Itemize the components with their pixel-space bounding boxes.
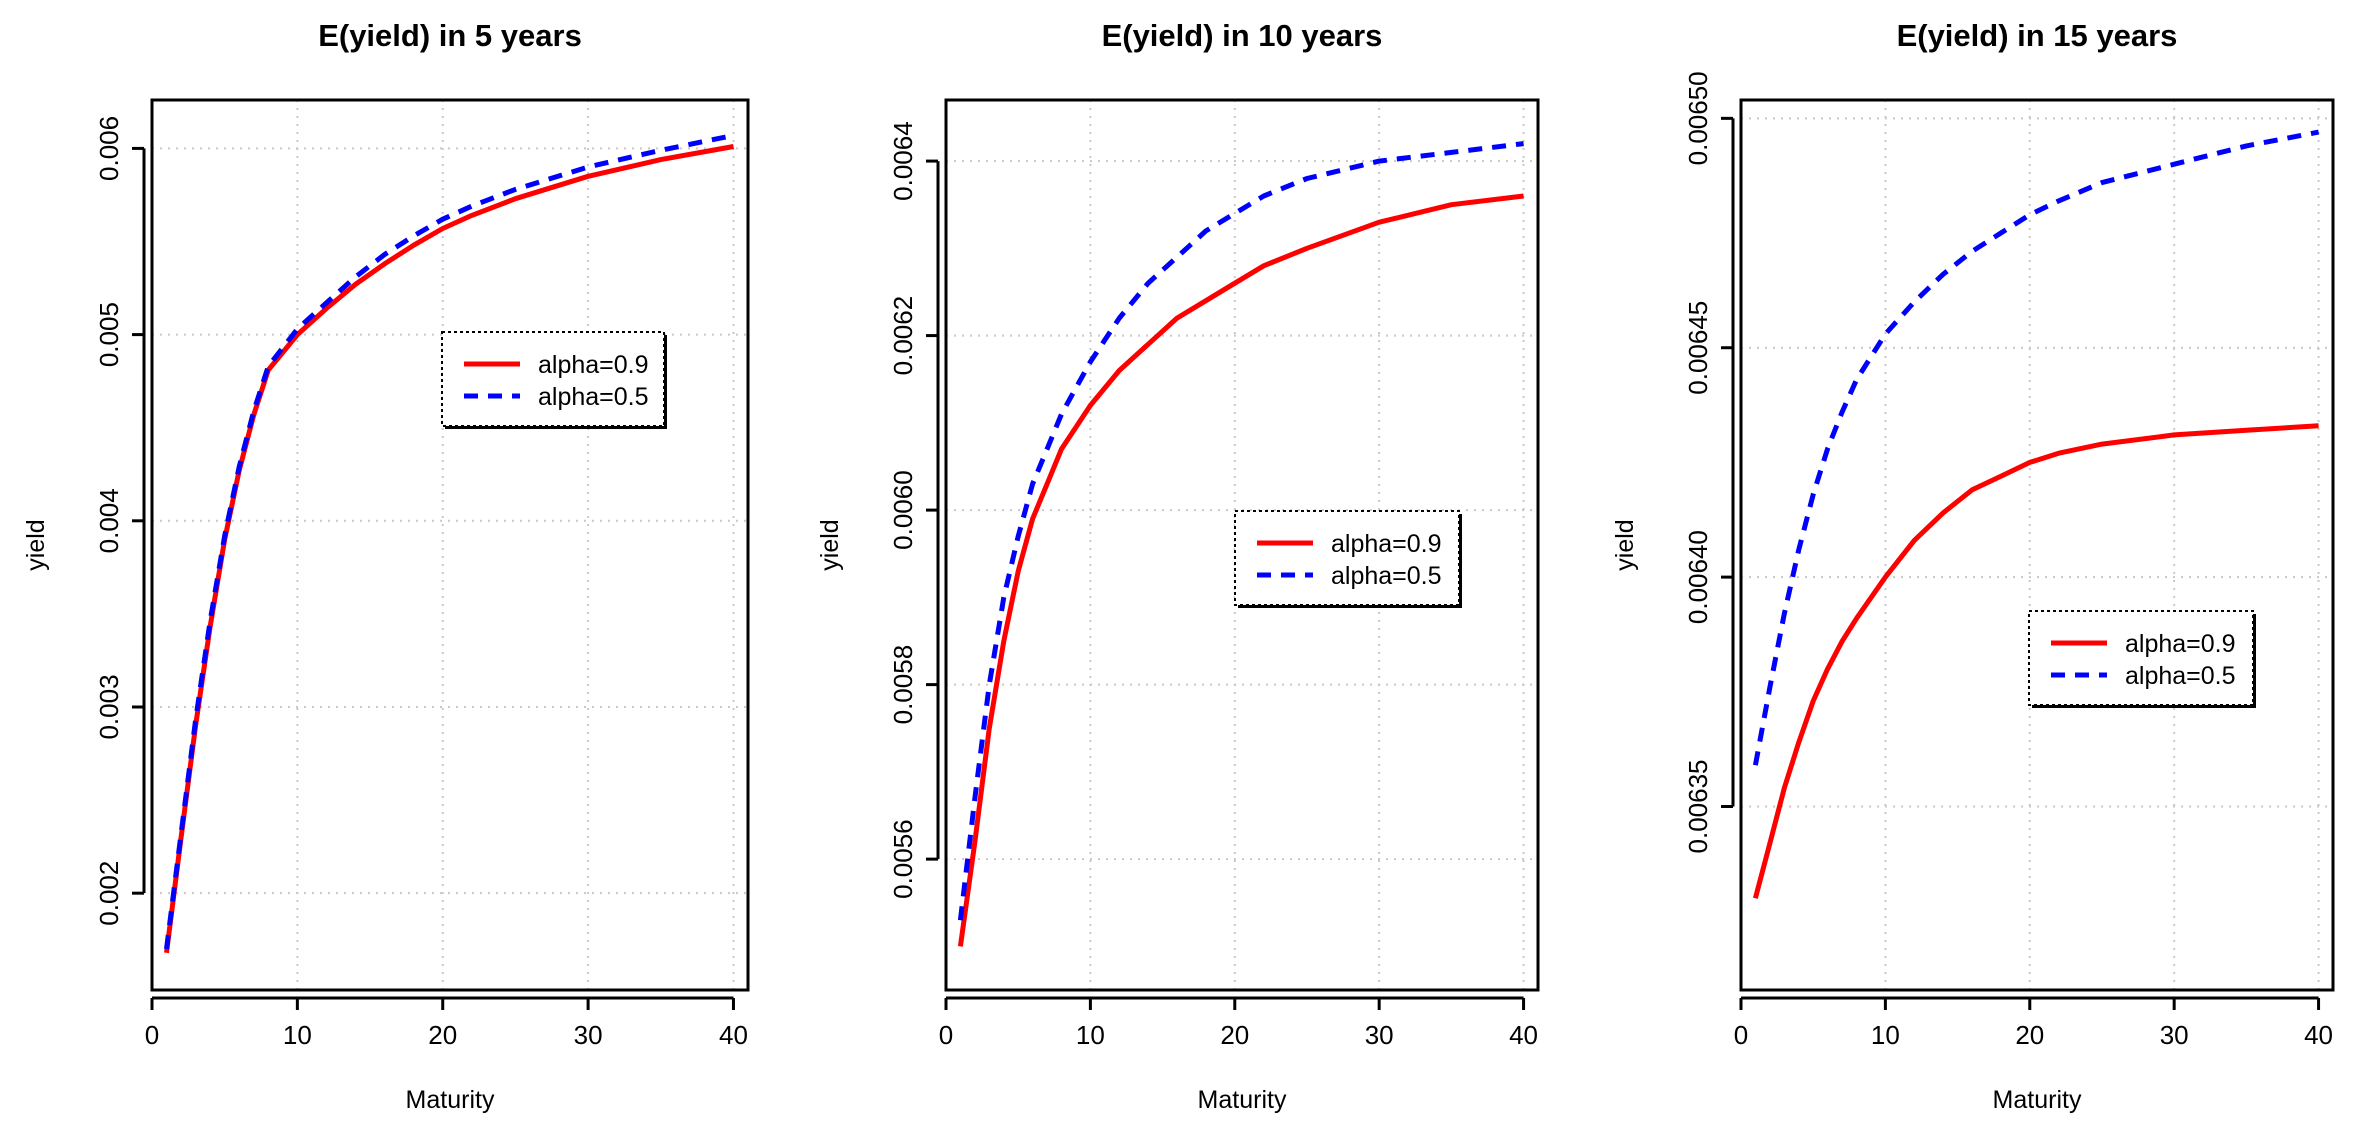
chart-panel-1: 0 10 20 30 40 0.002 0.003 0.004 0.005 0.006 E(yiel…	[22, 18, 750, 1114]
y-axis-label: yield	[22, 519, 50, 570]
plot-frame	[150, 98, 750, 992]
y-tick-label: 0.00650	[1683, 71, 1713, 165]
x-tick-label: 20	[2015, 1020, 2044, 1050]
y-tick-label: 0.0056	[888, 819, 918, 899]
y-tick-label: 0.00640	[1683, 530, 1713, 624]
legend-label: alpha=0.5	[1331, 562, 1442, 590]
x-axis-label: Maturity	[406, 1086, 495, 1114]
y-tick-label: 0.002	[94, 861, 124, 926]
y-axis-label: yield	[816, 519, 844, 570]
x-tick-label: 10	[283, 1020, 312, 1050]
chart-panel-3: 0 10 20 30 40 0.00635 0.00640 0.00645 0.00650 E(y…	[1611, 18, 2335, 1114]
x-tick-label: 30	[1365, 1020, 1394, 1050]
chart-title: E(yield) in 5 years	[318, 18, 582, 53]
y-axis-label: yield	[1611, 519, 1639, 570]
legend-box	[441, 331, 665, 427]
legend-label: alpha=0.9	[1331, 530, 1442, 558]
legend: alpha=0.9 alpha=0.5	[1234, 510, 1462, 608]
legend-box	[2028, 610, 2254, 706]
x-tick-label: 30	[2160, 1020, 2189, 1050]
x-tick-label: 0	[1734, 1020, 1748, 1050]
chart-title: E(yield) in 10 years	[1102, 18, 1383, 53]
y-tick-label: 0.004	[94, 488, 124, 553]
chart-title: E(yield) in 15 years	[1897, 18, 2178, 53]
series-line-alpha-09	[1752, 423, 2319, 899]
x-tick-label: 40	[2304, 1020, 2333, 1050]
plot-frame	[944, 98, 1540, 992]
y-tick-label: 0.005	[94, 302, 124, 367]
series-line-alpha-09	[164, 144, 734, 954]
y-tick-label: 0.0060	[888, 470, 918, 550]
legend-box	[1234, 510, 1460, 606]
x-tick-label: 10	[1871, 1020, 1900, 1050]
x-tick-label: 0	[145, 1020, 159, 1050]
x-axis-label: Maturity	[1993, 1086, 2082, 1114]
legend-label: alpha=0.9	[538, 351, 649, 379]
y-tick-label: 0.00635	[1683, 760, 1713, 854]
legend-label: alpha=0.9	[2125, 630, 2236, 658]
series-line-alpha-05	[957, 141, 1524, 921]
x-tick-label: 30	[574, 1020, 603, 1050]
x-axis-label: Maturity	[1198, 1086, 1287, 1114]
legend-label: alpha=0.5	[538, 383, 649, 411]
series-line-alpha-05	[164, 132, 735, 950]
chart-panel-2: 0 10 20 30 40 0.0056 0.0058 0.0060 0.0062 0.0064 E…	[816, 18, 1540, 1114]
x-tick-label: 0	[939, 1020, 953, 1050]
x-tick-label: 20	[1220, 1020, 1249, 1050]
x-tick-label: 40	[1509, 1020, 1538, 1050]
y-tick-label: 0.0062	[888, 296, 918, 376]
x-tick-label: 20	[428, 1020, 457, 1050]
x-tick-label: 10	[1076, 1020, 1105, 1050]
y-tick-label: 0.003	[94, 674, 124, 739]
series-line-alpha-09	[957, 193, 1524, 947]
x-tick-label: 40	[719, 1020, 748, 1050]
y-tick-label: 0.006	[94, 116, 124, 181]
legend-label: alpha=0.5	[2125, 662, 2236, 690]
y-tick-label: 0.00645	[1683, 301, 1713, 395]
plot-frame	[1739, 98, 2335, 992]
legend: alpha=0.9 alpha=0.5	[441, 331, 667, 429]
y-tick-label: 0.0058	[888, 645, 918, 725]
series-line-alpha-05	[1752, 129, 2320, 766]
legend: alpha=0.9 alpha=0.5	[2028, 610, 2256, 708]
y-tick-label: 0.0064	[888, 121, 918, 201]
